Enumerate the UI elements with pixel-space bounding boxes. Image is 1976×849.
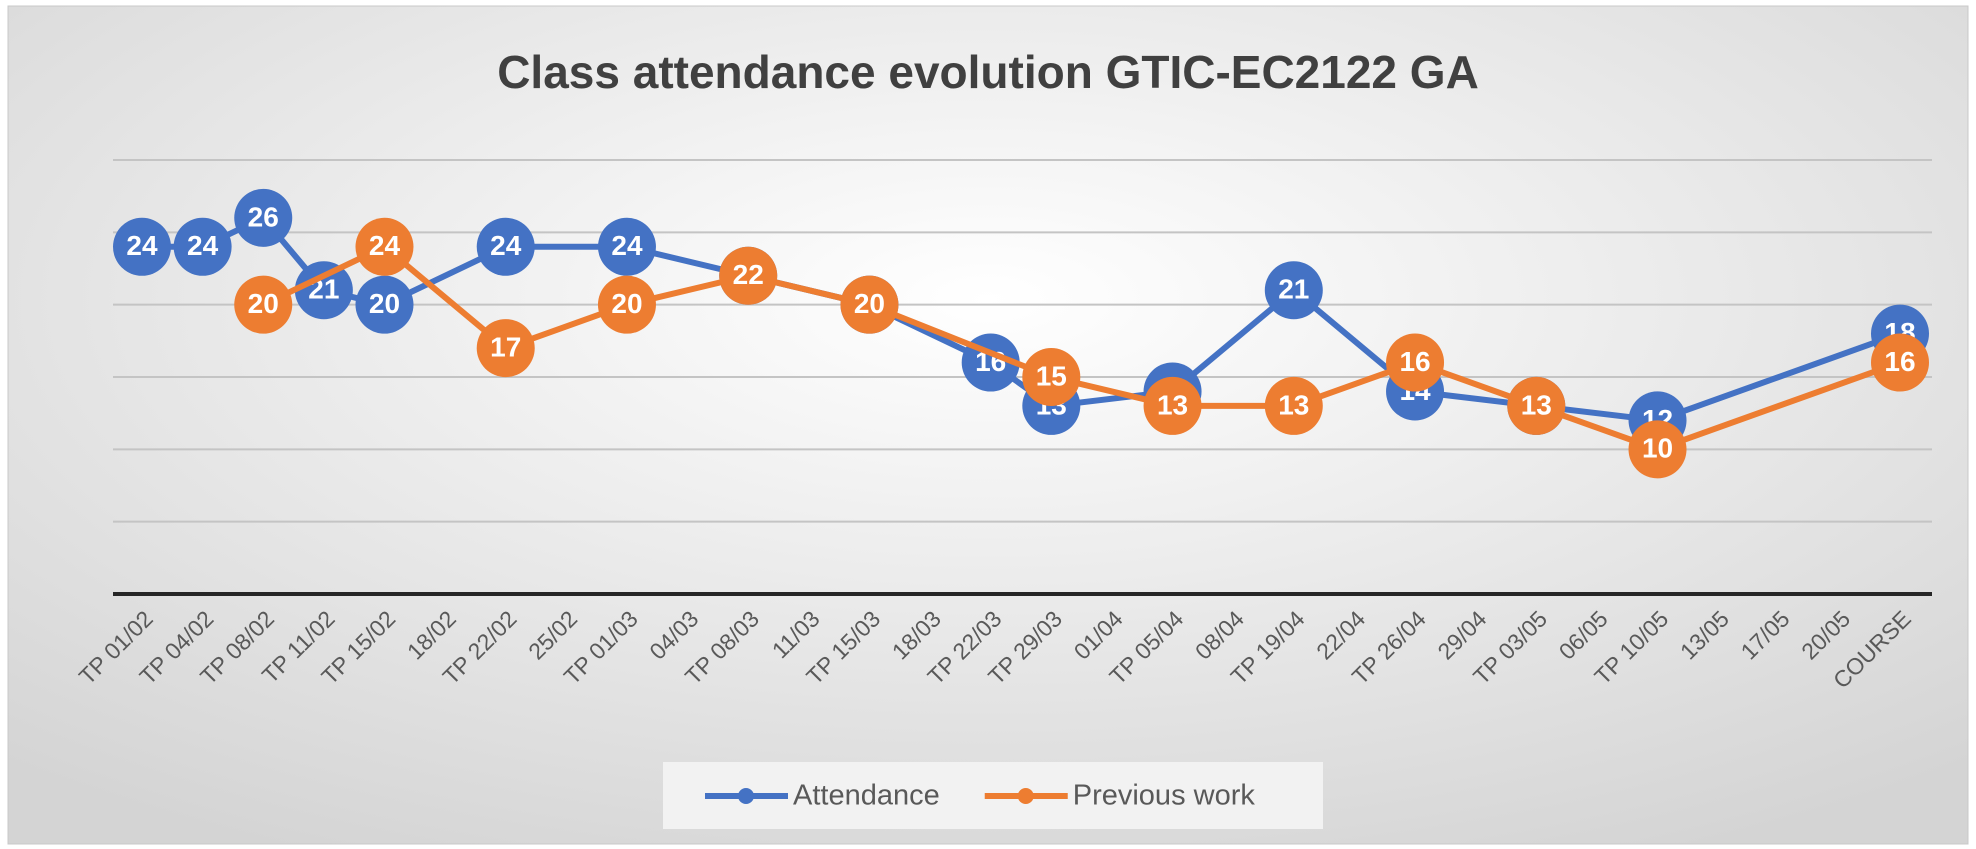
data-label: 24 [611,230,643,261]
marker [1871,333,1929,392]
line-segment [1654,330,1903,424]
marker [476,217,535,276]
marker [234,188,293,247]
data-label: 17 [490,331,521,362]
legend-label: Previous work [1073,780,1256,812]
marker [719,246,778,305]
data-label: 24 [490,230,522,261]
legend-marker [1017,788,1034,804]
marker [294,261,353,320]
line-segment [866,301,1055,380]
data-label: 10 [1642,433,1673,464]
data-label: 26 [248,201,279,232]
marker [1386,333,1445,392]
marker [1264,261,1323,320]
line-segment [1654,359,1903,453]
data-label: 24 [126,230,158,261]
marker [1022,348,1081,406]
data-label: 20 [248,288,279,319]
legend-label: Attendance [793,780,940,812]
data-label: 22 [733,259,764,290]
marker [1143,376,1202,435]
legend-marker [738,788,754,804]
data-label: 20 [611,288,642,319]
marker [1264,376,1323,435]
data-label: 20 [369,288,400,319]
data-label: 24 [187,230,219,261]
marker [1628,420,1687,479]
data-label: 15 [1036,360,1067,391]
data-label: 13 [1157,389,1188,420]
data-label: 16 [1884,346,1915,377]
marker [840,275,899,334]
data-label: 13 [1278,389,1309,420]
marker [355,217,414,276]
data-label: 13 [1521,389,1552,420]
marker [1507,376,1566,435]
marker [234,275,293,334]
data-label: 16 [1399,346,1430,377]
marker [113,217,171,276]
data-label: 24 [369,230,401,261]
chart-title: Class attendance evolution GTIC-EC2122 G… [497,46,1479,98]
data-label: 21 [1278,274,1309,305]
marker [597,275,656,334]
marker [597,217,656,276]
marker [173,217,232,276]
marker [476,319,535,378]
data-label: 20 [854,288,885,319]
marker [355,275,414,334]
